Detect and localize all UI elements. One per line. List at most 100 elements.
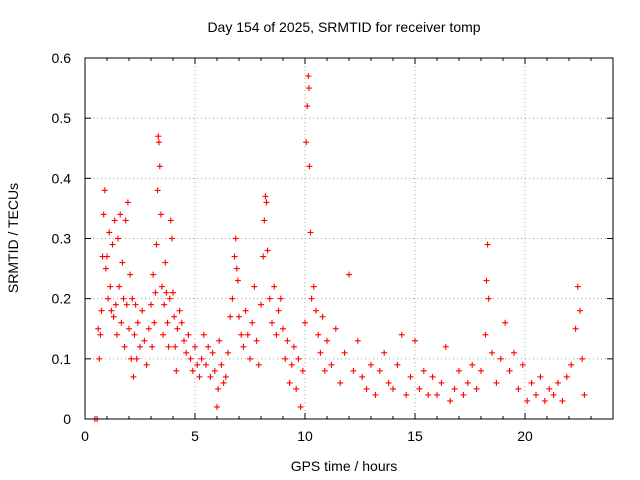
data-point	[511, 349, 517, 356]
y-tick-label: 0	[63, 411, 71, 427]
data-point	[581, 391, 588, 398]
data-point	[308, 295, 315, 302]
data-point	[128, 355, 135, 362]
data-point	[442, 343, 449, 350]
x-tick-label: 20	[517, 428, 533, 444]
data-point	[139, 307, 146, 314]
data-point	[111, 217, 118, 224]
data-point	[368, 361, 374, 368]
y-tick-label: 0.1	[52, 351, 72, 367]
data-point	[153, 241, 160, 248]
data-point	[568, 361, 575, 368]
y-tick-label: 0.2	[52, 291, 72, 307]
data-point	[390, 385, 396, 392]
x-tick-label: 10	[297, 428, 313, 444]
data-points	[91, 73, 588, 422]
data-point	[302, 319, 308, 326]
data-point	[533, 391, 539, 398]
data-point	[269, 319, 275, 326]
data-point	[200, 331, 207, 338]
data-point	[263, 199, 270, 206]
data-point	[332, 325, 339, 332]
data-point	[319, 313, 326, 320]
data-point	[295, 355, 302, 362]
data-point	[305, 85, 312, 92]
data-point	[579, 355, 586, 362]
data-point	[293, 385, 300, 392]
data-point	[109, 241, 116, 248]
data-point	[524, 397, 531, 404]
data-point	[519, 361, 526, 368]
data-point	[238, 331, 245, 338]
data-point	[398, 331, 405, 338]
data-point	[484, 241, 491, 248]
data-point	[192, 343, 198, 350]
chart-title: Day 154 of 2025, SRMTID for receiver tom…	[207, 19, 480, 35]
data-point	[282, 355, 289, 362]
data-point	[502, 319, 509, 326]
data-point	[167, 217, 174, 224]
data-point	[154, 187, 161, 194]
data-point	[555, 379, 561, 386]
data-point	[489, 349, 495, 356]
axis-ticks: 0 5 10 15 20 0 0.1 0.2 0.3 0.4 0.5 0.6	[52, 50, 613, 444]
data-point	[172, 343, 179, 350]
data-point	[98, 307, 105, 314]
data-point	[218, 361, 225, 368]
data-point	[328, 361, 335, 368]
data-point	[313, 307, 319, 314]
data-point	[164, 319, 171, 326]
data-point	[113, 331, 120, 338]
data-point	[354, 337, 361, 344]
data-point	[385, 379, 392, 386]
data-point	[160, 331, 167, 338]
data-point	[187, 355, 194, 362]
data-point	[233, 265, 240, 272]
data-point	[346, 271, 352, 278]
data-point	[546, 385, 553, 392]
data-point	[359, 373, 366, 380]
data-point	[297, 403, 304, 410]
data-point	[152, 289, 159, 296]
data-point	[260, 253, 267, 260]
data-point	[299, 367, 306, 374]
data-point	[211, 367, 218, 374]
data-point	[216, 337, 223, 344]
data-point	[126, 325, 132, 332]
data-point	[133, 355, 140, 362]
data-point	[166, 295, 173, 302]
data-point	[291, 343, 297, 350]
data-point	[189, 367, 196, 374]
data-point	[163, 289, 170, 296]
data-point	[231, 253, 238, 260]
data-point	[324, 337, 330, 344]
data-point	[244, 331, 251, 338]
data-point	[181, 337, 187, 344]
data-point	[168, 235, 175, 242]
y-tick-label: 0.3	[52, 231, 72, 247]
data-point	[162, 259, 169, 266]
data-point	[247, 355, 253, 362]
data-point	[563, 373, 570, 380]
data-point	[363, 385, 370, 392]
data-point	[403, 391, 410, 398]
data-point	[171, 313, 178, 320]
data-point	[102, 265, 109, 272]
data-point	[178, 319, 185, 326]
data-point	[350, 367, 357, 374]
data-point	[286, 379, 293, 386]
data-point	[317, 349, 324, 356]
data-point	[321, 367, 328, 374]
data-point	[515, 385, 522, 392]
data-point	[275, 307, 282, 314]
data-point	[447, 397, 454, 404]
data-point	[271, 283, 278, 290]
data-point	[482, 331, 489, 338]
data-point	[143, 361, 150, 368]
data-point	[376, 367, 383, 374]
data-point	[95, 325, 102, 332]
data-point	[288, 361, 295, 368]
data-point	[303, 139, 310, 146]
data-point	[134, 319, 141, 326]
